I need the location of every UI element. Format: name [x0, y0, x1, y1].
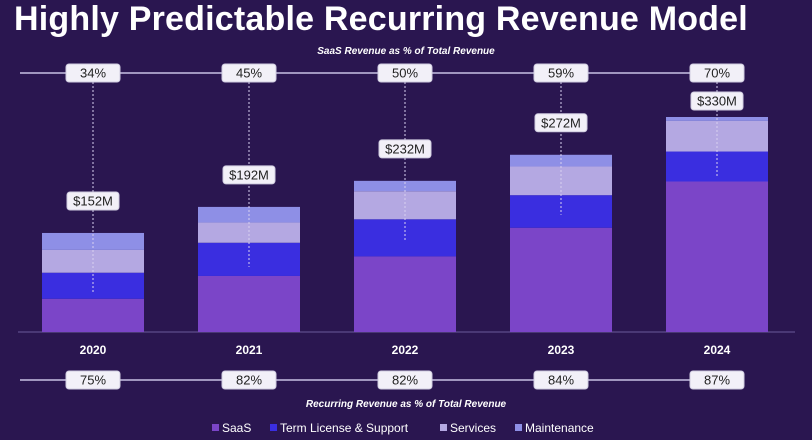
total-label-2021: $192M	[222, 165, 276, 185]
bar-2023-saas	[510, 227, 612, 332]
total-label-2024-bg	[690, 91, 744, 111]
year-label-2022: 2022	[392, 343, 419, 357]
bars-group	[42, 117, 768, 332]
top-pill-2020-text: 34%	[80, 66, 106, 81]
total-label-2020-bg	[66, 191, 120, 211]
top-pill-2022-text: 50%	[392, 66, 418, 81]
total-label-2022-bg	[378, 139, 432, 159]
year-label-2021: 2021	[236, 343, 263, 357]
top-pill-2020-bg	[65, 63, 121, 83]
legend-item-maintenance: Maintenance	[515, 421, 594, 435]
total-label-2022-text: $232M	[385, 141, 425, 156]
bar-2022-term-license-support	[354, 219, 456, 257]
total-label-2022: $232M	[378, 139, 432, 159]
top-pill-2022: 50%	[377, 63, 433, 83]
total-label-2023: $272M	[534, 113, 588, 133]
top-pill-2024-bg	[689, 63, 745, 83]
legend-item-saas: SaaS	[212, 421, 251, 435]
legend-swatch	[515, 424, 522, 431]
bottom-pill-2024: 87%	[689, 370, 745, 390]
bar-2020-services	[42, 249, 144, 273]
bar-2022-saas	[354, 256, 456, 332]
legend-label: Services	[450, 421, 496, 435]
total-label-2023-bg	[534, 113, 588, 133]
bar-2020-maintenance	[42, 232, 144, 250]
bottom-pills-group: 75% 82% 82% 84% 87%	[65, 370, 745, 390]
total-label-2020-text: $152M	[73, 193, 113, 208]
bar-2023-maintenance	[510, 154, 612, 167]
total-label-2024-text: $330M	[697, 94, 737, 109]
total-label-2024: $330M	[690, 91, 744, 111]
bottom-pill-2021-bg	[221, 370, 277, 390]
top-pill-2022-bg	[377, 63, 433, 83]
top-pill-2021: 45%	[221, 63, 277, 83]
legend-item-term-license-support: Term License & Support	[270, 421, 409, 435]
bottom-line-title: Recurring Revenue as % of Total Revenue	[306, 399, 507, 410]
top-pills-group: 34% 45% 50% 59% 70%	[65, 63, 745, 83]
bar-2021-services	[198, 222, 300, 243]
bottom-pill-2020-bg	[65, 370, 121, 390]
bar-2020-saas	[42, 298, 144, 332]
bottom-pill-2023-bg	[533, 370, 589, 390]
top-pill-2020: 34%	[65, 63, 121, 83]
legend: SaaS Term License & Support Services Mainte…	[212, 421, 594, 435]
bar-2024-saas	[666, 181, 768, 332]
bottom-pill-2023: 84%	[533, 370, 589, 390]
top-pill-2023: 59%	[533, 63, 589, 83]
legend-item-services: Services	[440, 421, 496, 435]
year-label-2020: 2020	[80, 343, 107, 357]
legend-swatch	[212, 424, 219, 431]
top-pill-2024-text: 70%	[704, 66, 730, 81]
bottom-pill-2020-text: 75%	[80, 373, 106, 388]
legend-label: SaaS	[222, 421, 251, 435]
bottom-pill-2022-text: 82%	[392, 373, 418, 388]
total-label-2021-text: $192M	[229, 167, 269, 182]
bottom-pill-2023-text: 84%	[548, 373, 574, 388]
top-pill-2023-text: 59%	[548, 66, 574, 81]
page-title: Highly Predictable Recurring Revenue Mod…	[14, 0, 748, 38]
legend-label: Maintenance	[525, 421, 594, 435]
top-pill-2023-bg	[533, 63, 589, 83]
bottom-pill-2022: 82%	[377, 370, 433, 390]
top-line-title: SaaS Revenue as % of Total Revenue	[317, 46, 495, 57]
bottom-pill-2024-bg	[689, 370, 745, 390]
legend-swatch	[270, 424, 277, 431]
top-pill-2021-bg	[221, 63, 277, 83]
total-label-2021-bg	[222, 165, 276, 185]
legend-label: Term License & Support	[280, 421, 409, 435]
year-label-2023: 2023	[548, 343, 575, 357]
bottom-pill-2021: 82%	[221, 370, 277, 390]
bottom-pill-2021-text: 82%	[236, 373, 262, 388]
bar-2020-term-license-support	[42, 272, 144, 299]
bottom-pill-2020: 75%	[65, 370, 121, 390]
bottom-pill-2024-text: 87%	[704, 373, 730, 388]
total-label-2020: $152M	[66, 191, 120, 211]
bar-2021-saas	[198, 275, 300, 332]
bottom-pill-2022-bg	[377, 370, 433, 390]
top-pill-2021-text: 45%	[236, 66, 262, 81]
year-label-2024: 2024	[704, 343, 731, 357]
total-labels-group: $152M $192M $232M $272M $330M	[66, 91, 744, 211]
total-label-2023-text: $272M	[541, 115, 581, 130]
year-labels-group: 2020 2021 2022 2023 2024	[80, 343, 731, 357]
legend-swatch	[440, 424, 447, 431]
top-pill-2024: 70%	[689, 63, 745, 83]
